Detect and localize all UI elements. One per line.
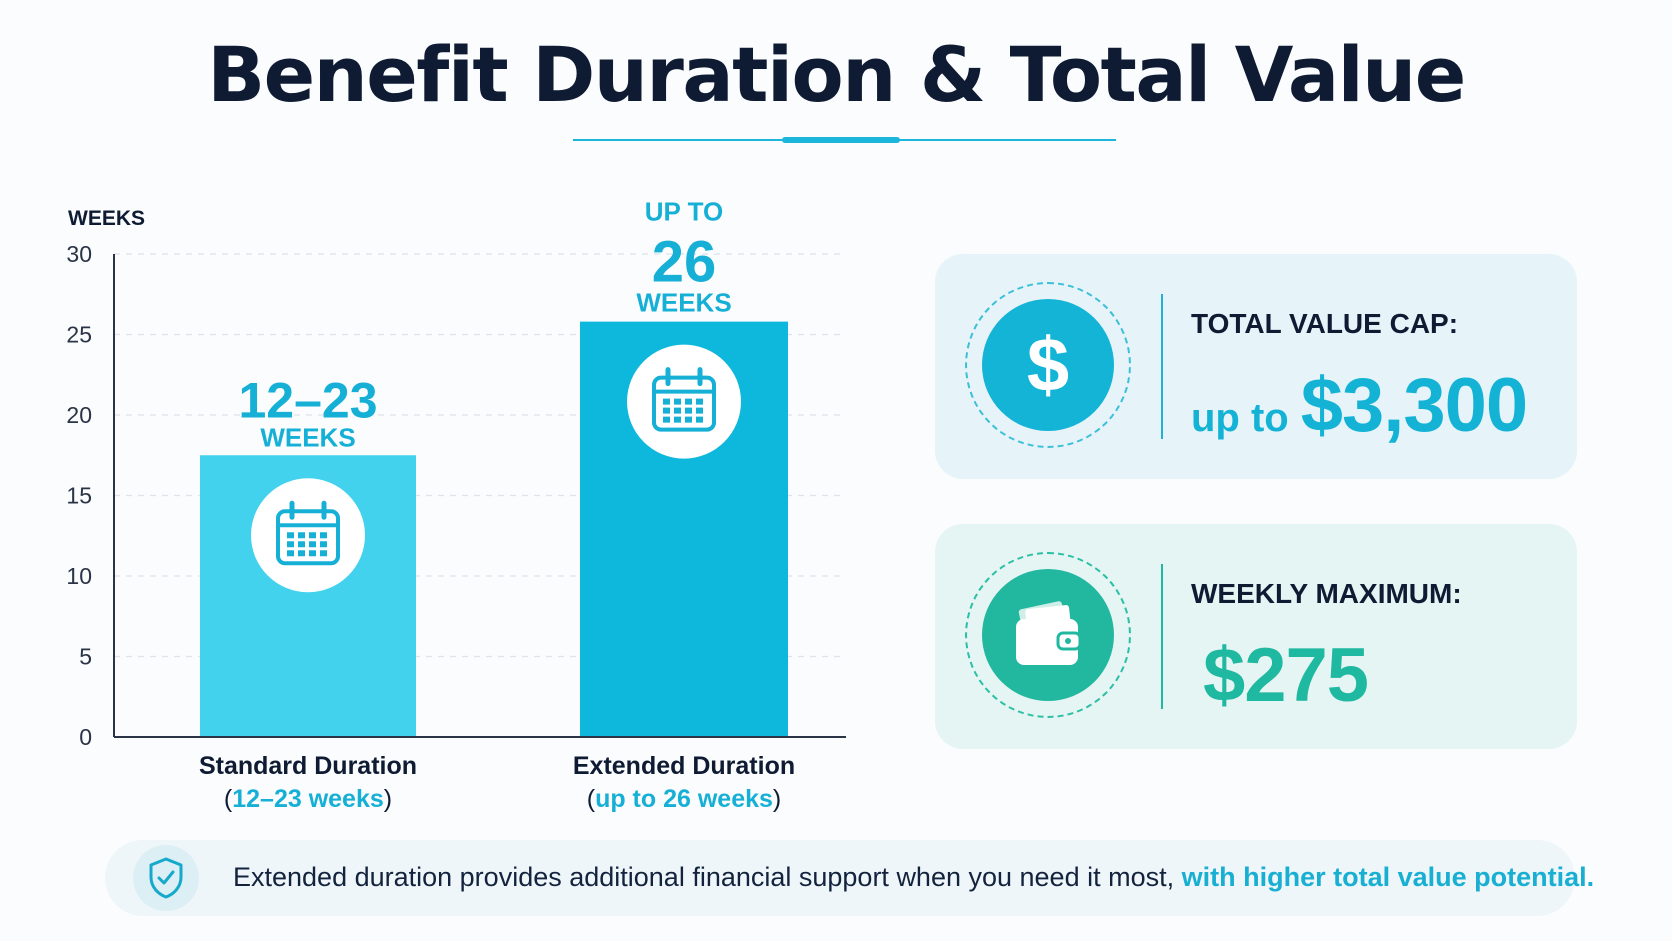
weekly-maximum-amount: $275 [1203, 633, 1369, 718]
dollar-icon: $ [982, 299, 1114, 431]
y-tick-label: 5 [79, 644, 92, 670]
calendar-icon-cell [320, 541, 327, 548]
weekly-maximum-label: WEEKLY MAXIMUM: [1191, 578, 1462, 609]
y-tick-label: 30 [66, 241, 92, 267]
total-value-cap-value: up to $3,300 [1191, 362, 1528, 449]
info-note-body: Extended duration provides additional fi… [233, 862, 1175, 892]
bar-value-prefix: UP TO [645, 197, 724, 227]
calendar-icon-cell [696, 407, 703, 414]
x-category-label: Standard Duration [199, 752, 417, 780]
calendar-icon-cell [287, 532, 294, 539]
x-category-sublabel: (12–23 weeks) [224, 785, 392, 813]
weekly-maximum-card: WEEKLY MAXIMUM: $275 [935, 524, 1577, 749]
calendar-icon-disc [627, 344, 741, 459]
x-category-label: Extended Duration [573, 752, 795, 780]
calendar-icon-cell [663, 416, 670, 423]
total-value-cap-label: TOTAL VALUE CAP: [1191, 308, 1459, 339]
card-divider [1161, 564, 1163, 709]
calendar-icon-cell [298, 541, 305, 548]
calendar-icon-cell [674, 407, 681, 414]
y-tick-label: 0 [79, 724, 92, 750]
y-axis-title: WEEKS [68, 207, 145, 230]
y-tick-label: 25 [66, 322, 92, 348]
bar-value-unit: WEEKS [260, 422, 355, 452]
calendar-icon-cell [696, 416, 703, 423]
bar-value-label: 12–23 [238, 372, 377, 428]
calendar-icon-cell [685, 398, 692, 405]
info-note: Extended duration provides additional fi… [105, 840, 1594, 916]
total-value-cap-prefix: up to [1191, 396, 1289, 440]
calendar-icon-cell [663, 398, 670, 405]
calendar-icon-cell [663, 407, 670, 414]
calendar-icon-cell [309, 550, 316, 557]
calendar-icon-cell [309, 532, 316, 539]
title-underline-accent [782, 137, 900, 143]
calendar-icon-cell [298, 532, 305, 539]
total-value-cap-amount: $3,300 [1300, 363, 1528, 448]
page-title: Benefit Duration & Total Value [207, 30, 1466, 119]
info-note-highlight: with higher total value potential. [1181, 862, 1595, 892]
y-tick-label: 20 [66, 402, 92, 428]
wallet-icon [982, 569, 1114, 701]
y-tick-label: 15 [66, 483, 92, 509]
calendar-icon-cell [696, 398, 703, 405]
total-value-cap-card: $ TOTAL VALUE CAP: up to $3,300 [935, 254, 1577, 479]
calendar-icon-cell [685, 416, 692, 423]
calendar-icon-cell [685, 407, 692, 414]
x-category-sublabel: (up to 26 weeks) [587, 785, 782, 813]
calendar-icon-cell [320, 550, 327, 557]
weekly-maximum-value: $275 [1191, 632, 1369, 719]
calendar-icon-cell [309, 541, 316, 548]
y-tick-label: 10 [66, 563, 92, 589]
calendar-icon [652, 375, 716, 432]
calendar-icon-cell [674, 398, 681, 405]
svg-text:$: $ [1027, 325, 1069, 405]
calendar-icon [276, 509, 340, 566]
info-note-text: Extended duration provides additional fi… [233, 862, 1594, 893]
calendar-icon-cell [674, 416, 681, 423]
bar-value-label: 26 [652, 230, 717, 295]
calendar-icon-cell [287, 550, 294, 557]
bar-value-unit: WEEKS [636, 288, 731, 318]
shield-check-icon [133, 845, 199, 911]
dollar-icon-ring: $ [965, 282, 1131, 448]
calendar-icon-disc [251, 478, 365, 593]
calendar-icon-cell [287, 541, 294, 548]
calendar-icon-cell [298, 550, 305, 557]
wallet-icon-ring [965, 552, 1131, 718]
card-divider [1161, 294, 1163, 439]
calendar-icon-cell [320, 532, 327, 539]
